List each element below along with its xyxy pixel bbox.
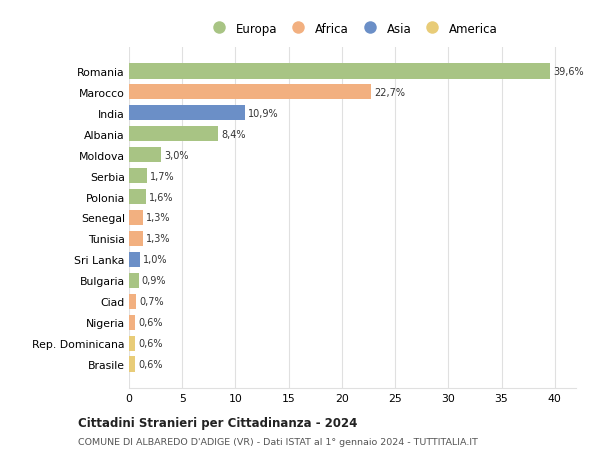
Bar [129, 147, 161, 163]
Text: 39,6%: 39,6% [554, 67, 584, 77]
Text: 3,0%: 3,0% [164, 150, 188, 160]
Bar [129, 168, 147, 184]
Text: 1,7%: 1,7% [150, 171, 175, 181]
Bar [129, 231, 143, 247]
Text: 0,7%: 0,7% [140, 297, 164, 307]
Text: 0,6%: 0,6% [139, 318, 163, 328]
Text: 0,9%: 0,9% [142, 276, 166, 286]
Bar [129, 294, 136, 310]
Text: 8,4%: 8,4% [221, 129, 246, 139]
Text: COMUNE DI ALBAREDO D'ADIGE (VR) - Dati ISTAT al 1° gennaio 2024 - TUTTITALIA.IT: COMUNE DI ALBAREDO D'ADIGE (VR) - Dati I… [78, 437, 478, 446]
Text: 1,3%: 1,3% [146, 234, 170, 244]
Bar [129, 252, 140, 268]
Text: 1,6%: 1,6% [149, 192, 174, 202]
Text: 10,9%: 10,9% [248, 108, 279, 118]
Bar [129, 64, 550, 79]
Bar [129, 357, 136, 372]
Text: 0,6%: 0,6% [139, 339, 163, 349]
Text: 22,7%: 22,7% [374, 87, 405, 97]
Bar [129, 84, 371, 100]
Bar [129, 336, 136, 352]
Text: 0,6%: 0,6% [139, 359, 163, 369]
Text: 1,0%: 1,0% [143, 255, 167, 265]
Legend: Europa, Africa, Asia, America: Europa, Africa, Asia, America [205, 20, 500, 38]
Bar [129, 189, 146, 205]
Bar [129, 273, 139, 289]
Text: Cittadini Stranieri per Cittadinanza - 2024: Cittadini Stranieri per Cittadinanza - 2… [78, 416, 358, 429]
Bar [129, 210, 143, 226]
Bar [129, 106, 245, 121]
Bar [129, 315, 136, 330]
Bar [129, 126, 218, 142]
Text: 1,3%: 1,3% [146, 213, 170, 223]
